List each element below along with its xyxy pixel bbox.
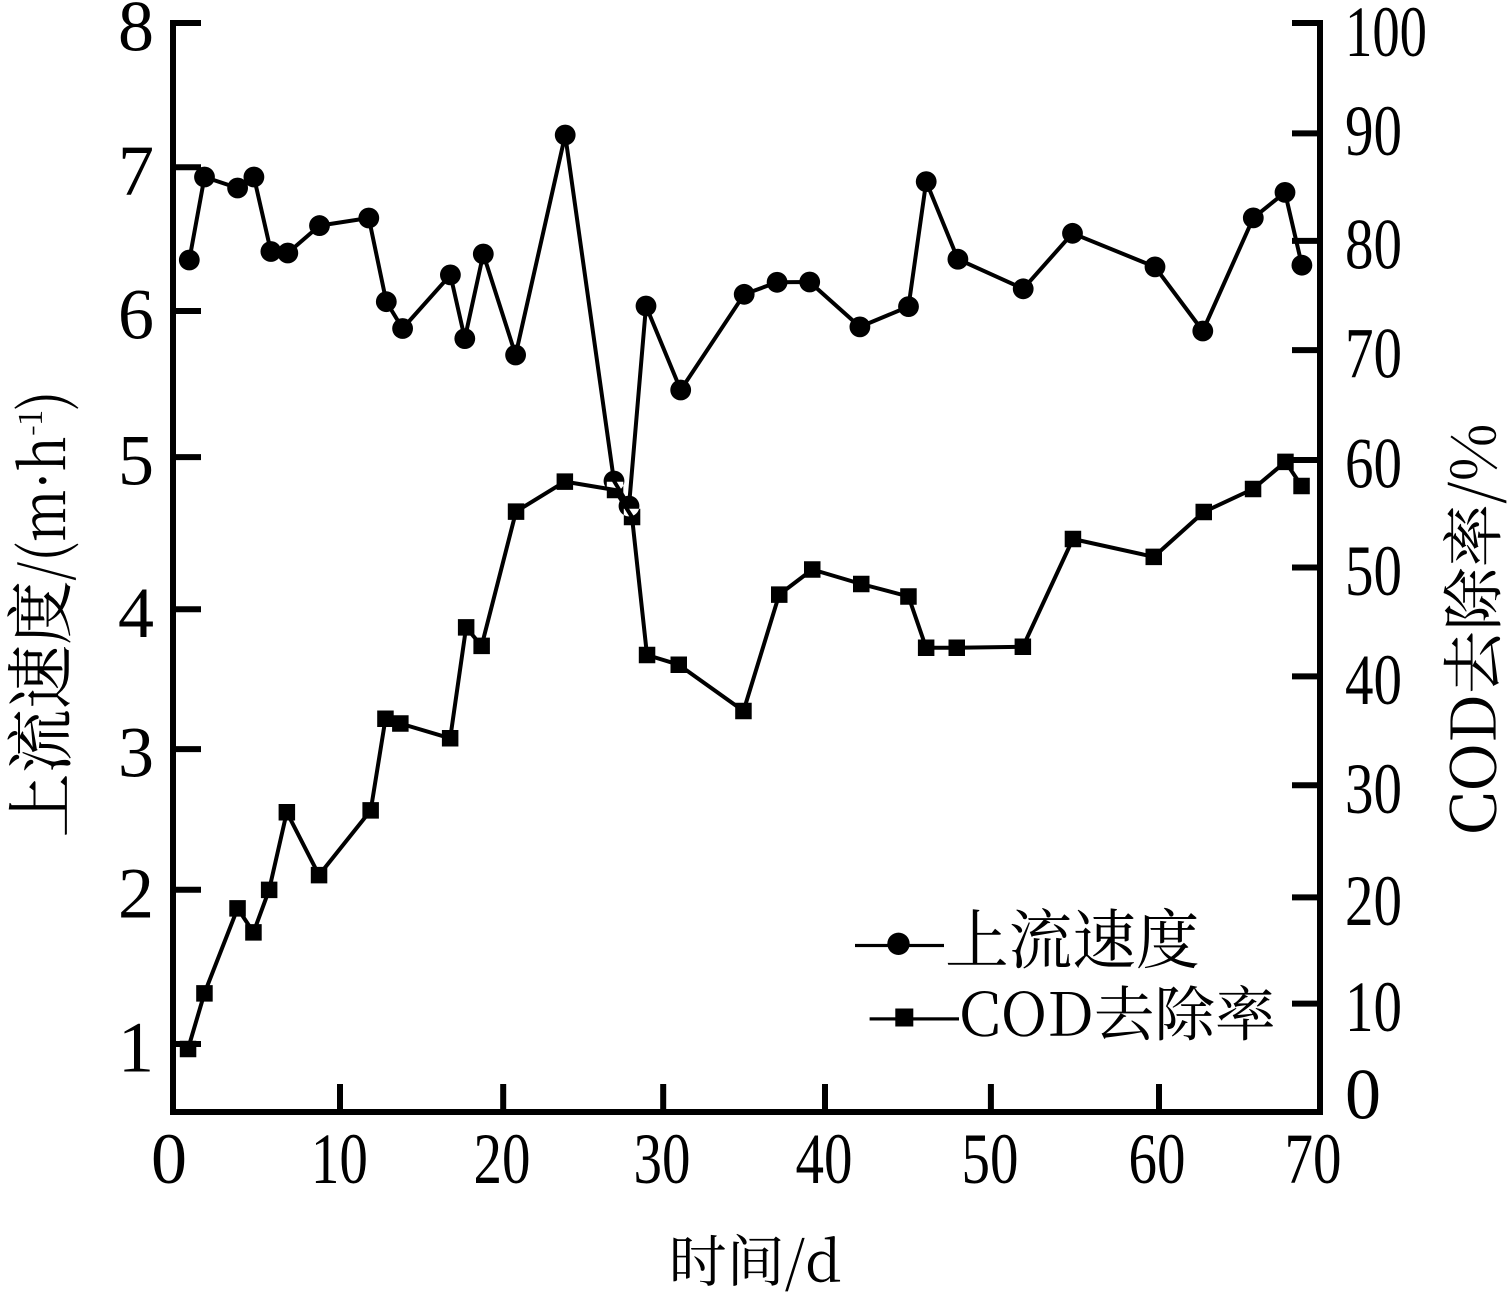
svg-text:70: 70 <box>1345 314 1402 394</box>
svg-text:40: 40 <box>1345 640 1402 720</box>
svg-text:60: 60 <box>1345 424 1402 504</box>
svg-text:2: 2 <box>118 853 154 933</box>
svg-text:20: 20 <box>1345 861 1402 941</box>
svg-text:10: 10 <box>1345 967 1402 1047</box>
svg-text:3: 3 <box>118 713 154 793</box>
svg-text:100: 100 <box>1345 0 1427 72</box>
svg-text:10: 10 <box>311 1119 368 1199</box>
svg-text:40: 40 <box>796 1119 853 1199</box>
svg-text:70: 70 <box>1285 1119 1342 1199</box>
svg-text:50: 50 <box>1345 531 1402 611</box>
svg-text:50: 50 <box>962 1119 1019 1199</box>
svg-text:1: 1 <box>118 1008 154 1088</box>
svg-text:5: 5 <box>118 421 154 501</box>
svg-text:20: 20 <box>474 1119 531 1199</box>
svg-text:30: 30 <box>634 1119 691 1199</box>
svg-text:60: 60 <box>1129 1119 1186 1199</box>
svg-text:0: 0 <box>151 1119 187 1199</box>
svg-text:90: 90 <box>1345 91 1402 171</box>
svg-text:30: 30 <box>1345 749 1402 829</box>
svg-text:7: 7 <box>118 131 154 211</box>
svg-text:80: 80 <box>1345 204 1402 284</box>
svg-text:4: 4 <box>118 573 154 653</box>
svg-text:8: 8 <box>118 0 154 67</box>
svg-text:0: 0 <box>1345 1054 1381 1134</box>
svg-text:6: 6 <box>118 275 154 355</box>
